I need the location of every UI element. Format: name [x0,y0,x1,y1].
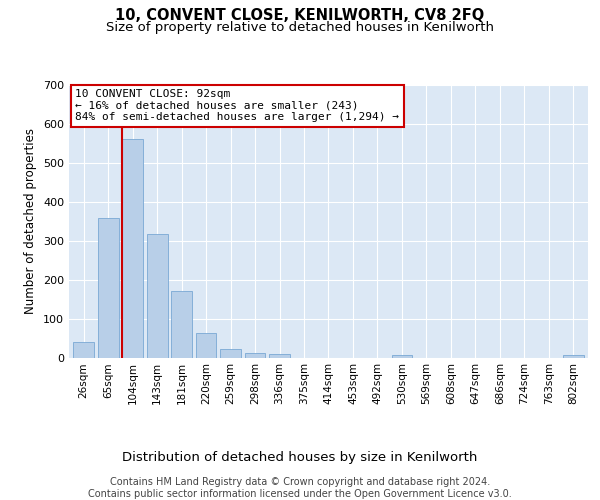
Y-axis label: Number of detached properties: Number of detached properties [25,128,37,314]
Bar [147,234,167,358]
Text: 10 CONVENT CLOSE: 92sqm
← 16% of detached houses are smaller (243)
84% of semi-d: 10 CONVENT CLOSE: 92sqm ← 16% of detache… [75,89,399,122]
Text: Size of property relative to detached houses in Kenilworth: Size of property relative to detached ho… [106,21,494,34]
Bar [563,355,584,358]
Text: Distribution of detached houses by size in Kenilworth: Distribution of detached houses by size … [122,451,478,464]
Bar [220,348,241,358]
Bar [392,355,412,358]
Text: 10, CONVENT CLOSE, KENILWORTH, CV8 2FQ: 10, CONVENT CLOSE, KENILWORTH, CV8 2FQ [115,8,485,22]
Bar [122,140,143,358]
Bar [73,342,94,357]
Bar [245,353,265,358]
Bar [98,218,119,358]
Bar [269,354,290,358]
Bar [171,292,192,358]
Text: Contains HM Land Registry data © Crown copyright and database right 2024.
Contai: Contains HM Land Registry data © Crown c… [88,478,512,499]
Bar [196,334,217,357]
